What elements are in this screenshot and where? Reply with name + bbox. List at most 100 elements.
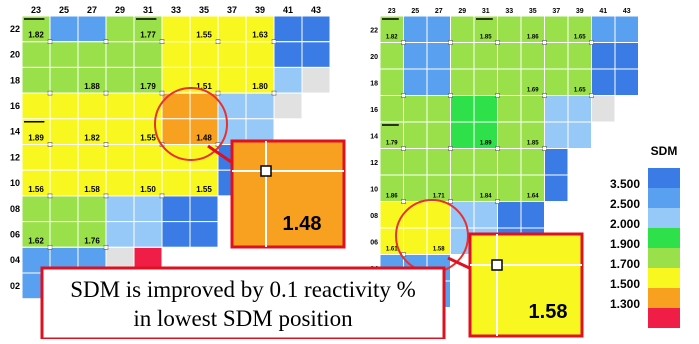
map-cell xyxy=(21,66,51,94)
map-cell xyxy=(403,201,428,229)
map-cell xyxy=(497,68,522,96)
map-cell xyxy=(544,15,569,43)
map-cell xyxy=(426,42,451,70)
y-axis-label: 16 xyxy=(370,107,378,114)
caption-line-1: SDM is improved by 0.1 reactivity % xyxy=(70,277,416,302)
map-cell xyxy=(273,92,303,120)
map-cell xyxy=(49,118,79,146)
map-cell xyxy=(473,201,498,229)
sdm-value: 1.84 xyxy=(480,194,492,200)
y-axis-label: 10 xyxy=(10,178,20,188)
sdm-value: 1.65 xyxy=(574,35,586,41)
legend-swatch xyxy=(648,208,680,228)
zoom-value-right: 1.58 xyxy=(529,301,568,323)
legend-label: 3.500 xyxy=(610,177,640,191)
map-cell xyxy=(544,42,569,70)
map-cell xyxy=(403,15,428,43)
legend-label: 1.300 xyxy=(610,297,640,311)
map-cell xyxy=(497,148,522,176)
sdm-legend: SDM 3.500 2.500 2.000 1.900 1.700 1.500 1.300 xyxy=(610,144,680,328)
sdm-value: 1.82 xyxy=(84,134,100,143)
x-axis-label: 41 xyxy=(599,8,607,15)
map-cell xyxy=(450,68,475,96)
sdm-value: 1.55 xyxy=(140,134,156,143)
x-axis-label: 43 xyxy=(623,8,631,15)
map-cell xyxy=(301,66,331,94)
zoom-value-left: 1.48 xyxy=(283,213,322,235)
map-cell xyxy=(49,15,79,43)
x-axis-label: 33 xyxy=(505,8,513,15)
map-cell xyxy=(591,42,616,70)
map-cell xyxy=(426,95,451,123)
map-cell xyxy=(473,148,498,176)
map-cell xyxy=(133,41,163,68)
legend-swatch xyxy=(648,268,680,288)
map-cell xyxy=(450,15,475,43)
highlight-circle xyxy=(154,87,228,161)
map-cell xyxy=(49,144,79,171)
y-axis-label: 16 xyxy=(10,101,20,111)
legend-swatch xyxy=(648,288,680,308)
y-axis-label: 08 xyxy=(10,204,20,214)
y-axis-label: 04 xyxy=(10,255,20,265)
sdm-value: 1.62 xyxy=(28,236,44,245)
map-cell xyxy=(21,195,51,223)
sdm-value: 1.61 xyxy=(386,247,398,253)
sdm-value: 1.65 xyxy=(574,88,586,94)
map-cell xyxy=(520,201,545,229)
x-axis-label: 29 xyxy=(115,5,125,15)
map-cell xyxy=(403,148,428,176)
map-cell xyxy=(403,42,428,70)
sdm-value: 1.71 xyxy=(433,194,445,200)
map-cell xyxy=(49,221,79,248)
map-cell xyxy=(77,41,107,68)
y-axis-label: 14 xyxy=(370,133,378,140)
map-cell xyxy=(217,41,247,68)
map-cell xyxy=(133,195,163,223)
sdm-value: 1.82 xyxy=(386,35,398,41)
map-cell xyxy=(426,68,451,96)
map-cell xyxy=(105,144,135,171)
map-cell xyxy=(379,95,404,123)
map-cell xyxy=(403,174,428,202)
y-axis-label: 10 xyxy=(370,186,378,193)
map-cell xyxy=(544,174,569,202)
map-cell xyxy=(133,144,163,171)
sdm-value: 1.86 xyxy=(527,35,539,41)
map-cell xyxy=(379,42,404,70)
map-cell xyxy=(450,174,475,202)
map-cell xyxy=(497,42,522,70)
sdm-value: 1.55 xyxy=(196,31,212,40)
map-cell xyxy=(379,148,404,176)
sdm-value: 1.48 xyxy=(196,134,212,143)
sdm-value: 1.56 xyxy=(28,185,44,194)
map-cell xyxy=(426,201,451,229)
x-axis-label: 25 xyxy=(59,5,69,15)
map-cell xyxy=(105,41,135,68)
map-cell xyxy=(189,195,219,223)
map-cell xyxy=(49,92,79,120)
map-cell xyxy=(273,66,303,94)
map-cell xyxy=(133,66,163,94)
sdm-value: 1.58 xyxy=(84,185,100,194)
map-cell xyxy=(567,121,592,149)
map-cell xyxy=(105,221,135,248)
map-cell xyxy=(544,68,569,96)
map-cell xyxy=(189,169,219,197)
map-cell xyxy=(49,195,79,223)
legend-swatch xyxy=(648,228,680,248)
map-cell xyxy=(301,15,331,43)
map-cell xyxy=(403,95,428,123)
map-cell xyxy=(544,121,569,149)
y-axis-label: 18 xyxy=(10,75,20,85)
legend-label: 1.700 xyxy=(610,257,640,271)
x-axis-label: 37 xyxy=(227,5,237,15)
map-cell xyxy=(403,68,428,96)
map-cell xyxy=(614,68,639,96)
map-cell xyxy=(21,169,51,197)
map-cell xyxy=(245,92,275,120)
left-sdm-core-map: 23 25 27 29 31 33 35 37 39 41 43 22 20 18 16 14 12 10 08 06… xyxy=(10,5,331,300)
map-cell xyxy=(245,41,275,68)
zoom-callouts: 1.48 1.58 xyxy=(154,87,584,338)
